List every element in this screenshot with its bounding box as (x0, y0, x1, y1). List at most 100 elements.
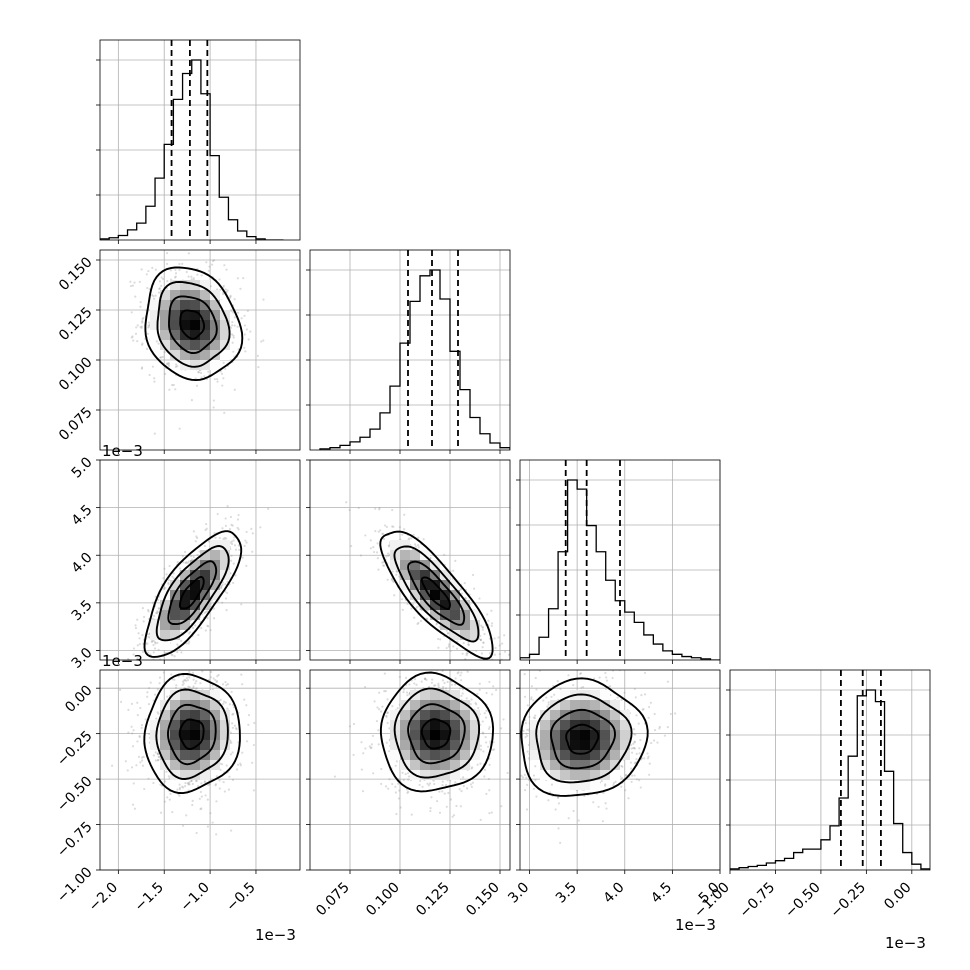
sample-point (191, 671, 195, 674)
sample-point (348, 508, 351, 512)
sample-point (135, 764, 138, 767)
sample-point (171, 383, 174, 387)
density-cell (190, 730, 200, 740)
density-cell (180, 580, 190, 590)
sample-point (228, 703, 231, 706)
density-cell (190, 360, 200, 370)
contour-line (407, 703, 466, 765)
sample-point (166, 695, 169, 698)
sample-point (243, 324, 247, 327)
density-cell (220, 300, 230, 310)
density (129, 251, 265, 435)
density-cell (160, 600, 170, 610)
sample-point (372, 546, 375, 549)
sample-point (136, 701, 139, 704)
sample-point (130, 336, 133, 339)
sample-point (376, 542, 379, 545)
sample-point (502, 718, 505, 721)
sample-point (401, 771, 404, 774)
sample-point (141, 321, 144, 324)
sample-point (203, 611, 206, 615)
density-cell (210, 740, 220, 750)
sample-point (488, 763, 491, 766)
sample-point (221, 601, 224, 604)
sample-point (222, 780, 225, 784)
sample-point (216, 675, 219, 678)
sample-point (493, 637, 496, 640)
sample-point (381, 705, 384, 708)
sample-point (475, 649, 478, 652)
sample-point (221, 384, 224, 387)
sample-point (226, 289, 229, 292)
sample-point (189, 555, 193, 558)
sample-point (184, 679, 188, 682)
sample-point (157, 758, 160, 762)
sample-point (146, 695, 149, 698)
sample-point (212, 607, 216, 610)
sample-point (152, 639, 155, 642)
sample-point (138, 280, 141, 284)
density-cell (410, 700, 420, 710)
sample-point (174, 686, 178, 689)
sample-point (142, 690, 144, 692)
density-cell (180, 290, 190, 300)
sample-point (252, 789, 255, 792)
sample-point (173, 276, 177, 279)
histogram-steps (100, 40, 284, 240)
sample-point (226, 505, 229, 508)
sample-point (417, 621, 420, 625)
sample-point (194, 624, 197, 627)
sample-point (146, 642, 149, 645)
sample-point (194, 377, 197, 380)
sample-point (415, 605, 419, 608)
sample-point (382, 564, 385, 567)
contour-line (420, 718, 452, 750)
density-cell (420, 690, 430, 700)
density-cell (180, 300, 190, 310)
sample-point (485, 670, 487, 672)
sample-point (171, 654, 174, 657)
sample-point (243, 698, 246, 701)
sample-point (186, 679, 190, 682)
sample-point (403, 513, 406, 516)
sample-point (397, 797, 401, 800)
sample-point (419, 654, 421, 656)
sample-point (191, 799, 194, 802)
sample-point (451, 815, 454, 818)
sample-point (200, 376, 203, 379)
sample-point (379, 529, 382, 532)
density-cell (220, 560, 230, 570)
sample-point (178, 648, 181, 651)
density-cell (420, 590, 430, 600)
sample-point (489, 740, 492, 743)
sample-point (485, 792, 488, 795)
sample-point (236, 526, 239, 529)
sample-point (146, 663, 148, 665)
sample-point (174, 365, 177, 369)
sample-point (124, 760, 127, 763)
sample-point (479, 762, 482, 765)
sample-point (485, 741, 488, 744)
density-cell (440, 750, 450, 760)
sample-point (195, 779, 198, 783)
sample-point (483, 632, 486, 636)
density-cell (190, 320, 200, 330)
sample-point (200, 807, 203, 810)
sample-point (388, 727, 391, 730)
sample-point (447, 645, 450, 648)
density-cell (170, 740, 180, 750)
sample-point (234, 648, 236, 650)
sample-point (209, 285, 212, 288)
sample-point (181, 555, 184, 558)
sample-point (483, 768, 487, 772)
scatter-panel-0-2 (96, 459, 301, 692)
sample-point (136, 714, 139, 717)
sample-point (196, 536, 199, 540)
sample-point (194, 540, 197, 543)
density-cell (450, 580, 460, 590)
sample-point (165, 770, 168, 773)
sample-point (398, 575, 401, 578)
sample-point (187, 252, 190, 255)
sample-point (181, 262, 184, 265)
sample-point (200, 646, 202, 648)
